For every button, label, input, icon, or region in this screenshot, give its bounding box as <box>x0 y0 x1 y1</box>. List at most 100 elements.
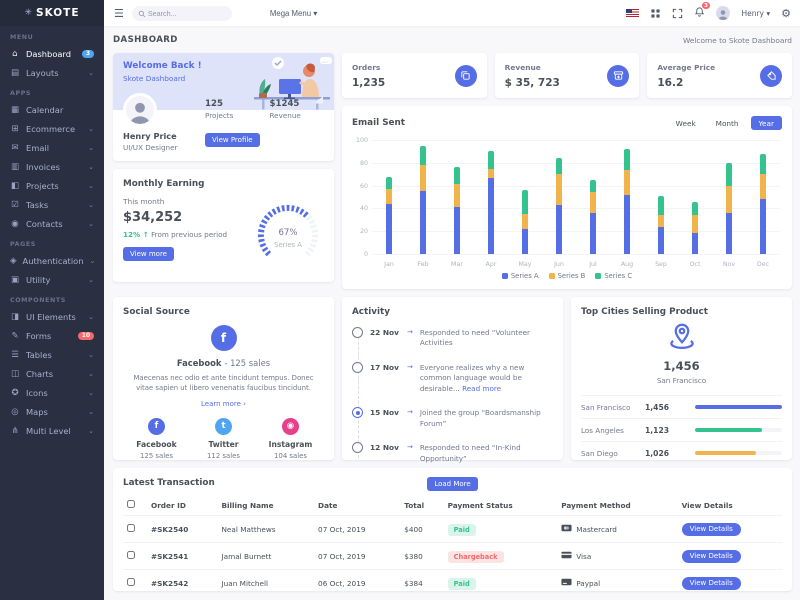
sidebar-item-tables[interactable]: ☰ Tables ⌄ <box>0 345 104 364</box>
monthly-amount: $34,252 <box>123 210 183 225</box>
row-checkbox[interactable] <box>127 524 135 532</box>
learn-more-link[interactable]: Learn more › <box>201 399 246 408</box>
bar-segment-series-a <box>522 228 528 254</box>
bar-group-jan[interactable] <box>372 140 406 254</box>
bar-group-aug[interactable] <box>610 140 644 254</box>
sidebar-item-layouts[interactable]: ▤ Layouts ⌄ <box>0 63 104 82</box>
sidebar-item-invoices[interactable]: ▥ Invoices ⌄ <box>0 157 104 176</box>
top-city-total: 1,456 <box>663 359 700 373</box>
toggle-year[interactable]: Year <box>750 116 782 130</box>
arrow-up-icon: ↑ <box>142 230 149 239</box>
sidebar-item-label: Charts <box>26 368 54 379</box>
bar-group-oct[interactable] <box>678 140 712 254</box>
bar-group-nov[interactable] <box>712 140 746 254</box>
brand-logo[interactable]: ✳ SKOTE <box>0 0 104 26</box>
sidebar-item-charts[interactable]: ◫ Charts ⌄ <box>0 364 104 383</box>
monthly-delta: 12% <box>123 230 141 239</box>
bar-group-jun[interactable] <box>542 140 576 254</box>
bar-stack <box>692 201 698 254</box>
bar-group-dec[interactable] <box>746 140 780 254</box>
user-avatar[interactable] <box>716 6 731 20</box>
sidebar-item-dashboard[interactable]: ⌂ Dashboard 3 <box>0 44 104 63</box>
apps-grid-icon[interactable] <box>650 8 661 19</box>
stat-value: $ 35, 723 <box>504 76 560 89</box>
notifications-bell-icon[interactable]: 3 <box>694 2 711 20</box>
social-item-facebook[interactable]: f Facebook 125 sales <box>123 417 190 460</box>
bar-group-may[interactable] <box>508 140 542 254</box>
bar-stack <box>624 149 630 254</box>
view-more-button[interactable]: View more <box>123 247 174 261</box>
bar-group-sep[interactable] <box>644 140 678 254</box>
chevron-down-icon: ⌄ <box>88 275 94 284</box>
sidebar-item-forms[interactable]: ✎ Forms 10 <box>0 326 104 345</box>
row-checkbox[interactable] <box>127 578 135 586</box>
status-badge: Paid <box>447 577 476 590</box>
toggle-week[interactable]: Week <box>668 116 704 130</box>
select-all-checkbox[interactable] <box>127 500 135 508</box>
search-input[interactable] <box>131 5 232 21</box>
sidebar-item-label: Calendar <box>26 104 64 115</box>
language-flag-icon[interactable] <box>626 8 640 18</box>
read-more-link[interactable]: Read more <box>462 383 502 393</box>
bars-area <box>372 140 780 254</box>
y-tick-label: 100 <box>355 137 368 144</box>
stat-value: 1,235 <box>352 76 386 89</box>
sidebar-item-ui-elements[interactable]: ◨ UI Elements ⌄ <box>0 307 104 326</box>
bar-group-jul[interactable] <box>576 140 610 254</box>
view-profile-button[interactable]: View Profile <box>205 133 260 147</box>
sidebar-item-ecommerce[interactable]: ⊞ Ecommerce ⌄ <box>0 119 104 138</box>
mega-menu-button[interactable]: Mega Menu ▾ <box>269 8 318 18</box>
legend-swatch <box>501 273 508 279</box>
stat-text: Average Price 16.2 <box>657 63 715 89</box>
stat-label: Average Price <box>657 62 716 72</box>
legend-label: Series C <box>604 272 633 280</box>
bar-segment-series-a <box>760 199 766 254</box>
sidebar-item-utility[interactable]: ▣ Utility ⌄ <box>0 270 104 289</box>
maps-icon: ◎ <box>11 406 19 417</box>
social-item-instagram[interactable]: ◉ Instagram 104 sales <box>257 417 324 460</box>
sidebar-item-email[interactable]: ✉ Email ⌄ <box>0 138 104 157</box>
sidebar-item-authentication[interactable]: ◈ Authentication ⌄ <box>0 251 104 270</box>
payment-method-name: Visa <box>576 551 592 561</box>
bar-segment-series-a <box>726 212 732 254</box>
sidebar-item-label: Invoices <box>26 161 60 172</box>
bar-segment-series-b <box>726 185 732 213</box>
user-menu[interactable]: Henry ▾ <box>741 8 771 18</box>
load-more-button[interactable]: Load More <box>427 476 478 491</box>
bar-group-apr[interactable] <box>474 140 508 254</box>
sidebar-item-icons[interactable]: ✪ Icons ⌄ <box>0 383 104 402</box>
chevron-down-icon: ⌄ <box>89 256 96 265</box>
view-details-button[interactable]: View Details <box>681 549 741 563</box>
monthly-earning-card: Monthly Earning This month $34,252 12% ↑… <box>113 169 334 282</box>
bar-group-feb[interactable] <box>406 140 440 254</box>
row-select-cell <box>123 542 147 570</box>
sidebar-item-calendar[interactable]: ▦ Calendar <box>0 100 104 119</box>
activity-card: Activity 22 Nov → Responded to need “Volun… <box>342 297 563 491</box>
row-checkbox[interactable] <box>127 551 135 559</box>
bar-group-mar[interactable] <box>440 140 474 254</box>
bar-segment-series-c <box>692 201 698 216</box>
social-description: Maecenas nec odio et ante tincidunt temp… <box>133 374 314 393</box>
home-icon: ⌂ <box>12 48 18 59</box>
calendar-icon: ▦ <box>10 104 20 115</box>
sidebar-item-maps[interactable]: ◎ Maps ⌄ <box>0 402 104 421</box>
city-progress-bar <box>695 451 756 455</box>
projects-value: 125 <box>205 99 223 109</box>
view-details-button[interactable]: View Details <box>681 522 741 536</box>
payment-method-name: Mastercard <box>576 524 617 534</box>
sidebar-item-contacts[interactable]: ◉ Contacts ⌄ <box>0 214 104 233</box>
city-progress-track <box>695 428 782 432</box>
brand-logo-icon: ✳ <box>24 8 34 18</box>
toggle-month[interactable]: Month <box>708 116 747 130</box>
hamburger-menu-icon[interactable]: ☰ <box>114 6 124 20</box>
fullscreen-icon[interactable] <box>672 8 683 19</box>
sidebar-item-multi-level[interactable]: ⋔ Multi Level ⌄ <box>0 421 104 440</box>
social-item-twitter[interactable]: t Twitter 112 sales <box>190 417 257 460</box>
settings-gear-icon[interactable]: ⚙ <box>781 6 791 20</box>
city-progress-track <box>695 451 782 455</box>
sidebar-item-tasks[interactable]: ☑ Tasks ⌄ <box>0 195 104 214</box>
view-details-button[interactable]: View Details <box>681 576 741 590</box>
bar-stack <box>556 158 562 254</box>
tasks-icon: ☑ <box>11 199 19 210</box>
sidebar-item-projects[interactable]: ◧ Projects ⌄ <box>0 176 104 195</box>
